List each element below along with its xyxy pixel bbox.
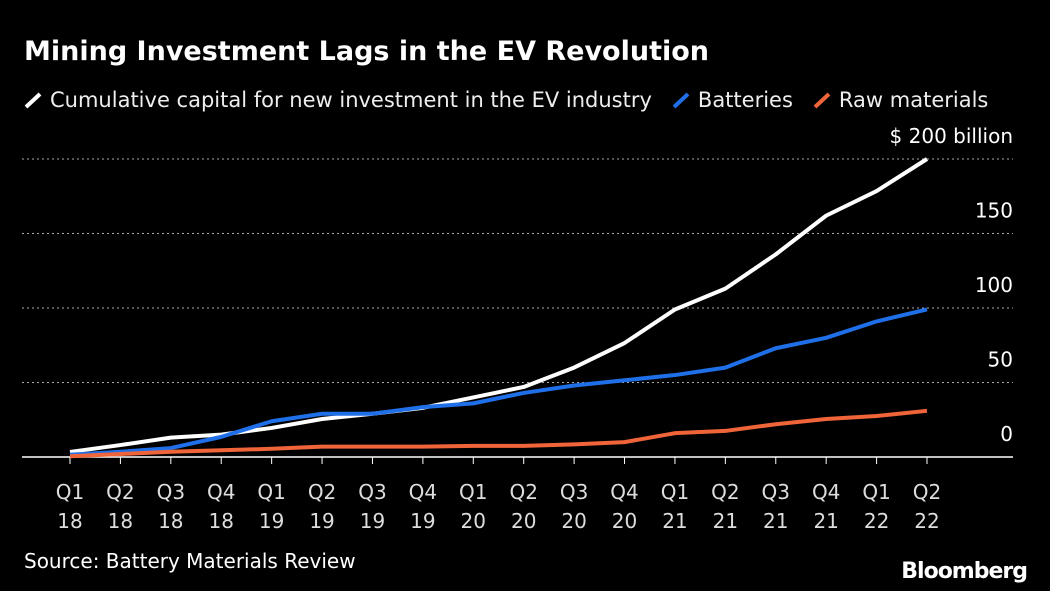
- y-tick-label: 50: [988, 348, 1013, 372]
- legend-label: Cumulative capital for new investment in…: [50, 88, 652, 112]
- legend-label: Batteries: [697, 88, 793, 112]
- x-tick-label: Q4 18: [207, 480, 236, 533]
- x-tick-label: Q4 20: [610, 480, 639, 533]
- legend-item: Batteries: [672, 88, 793, 112]
- x-tick-label: Q1 22: [862, 480, 891, 533]
- x-tick-label: Q2 22: [912, 480, 942, 533]
- x-tick-label: Q4 19: [408, 480, 438, 533]
- series-line: [69, 408, 928, 459]
- series-line: [69, 157, 929, 454]
- legend-item: Cumulative capital for new investment in…: [24, 88, 652, 112]
- x-tick-label: Q2 20: [509, 480, 538, 533]
- source: Source: Battery Materials Review: [24, 549, 356, 573]
- x-tick-label: Q2 19: [307, 480, 337, 533]
- x-tick-label: Q4 21: [811, 480, 841, 533]
- legend-item: Raw materials: [813, 88, 988, 112]
- x-tick-label: Q3 18: [156, 480, 186, 533]
- x-tick-label: Q3 21: [761, 480, 790, 533]
- y-tick-label: 150: [975, 199, 1013, 223]
- legend-icon: [813, 92, 831, 109]
- x-tick-label: Q1 19: [257, 480, 286, 533]
- legend-label: Raw materials: [838, 88, 989, 112]
- legend-swatch: [24, 92, 42, 109]
- y-tick-label: 100: [975, 273, 1013, 297]
- y-tick-label: $ 200 billion: [890, 124, 1013, 148]
- legend-icon: [24, 92, 42, 109]
- x-tick-label: Q1 18: [55, 480, 85, 533]
- y-tick-label: 0: [1000, 422, 1013, 446]
- x-tick-label: Q1 21: [660, 480, 690, 533]
- legend: Cumulative capital for new investment in…: [24, 88, 988, 112]
- legend-swatch: [672, 92, 690, 109]
- x-tick-label: Q2 21: [711, 480, 740, 533]
- x-tick-label: Q3 20: [559, 480, 589, 533]
- legend-swatch: [813, 92, 831, 109]
- logo: Bloomberg: [901, 559, 1027, 584]
- x-tick-label: Q2 18: [106, 480, 135, 533]
- x-tick-label: Q3 19: [358, 480, 387, 533]
- series-line: [69, 307, 928, 457]
- x-tick-label: Q1 20: [459, 480, 488, 533]
- chart-title: Mining Investment Lags in the EV Revolut…: [24, 36, 709, 67]
- legend-icon: [672, 92, 690, 109]
